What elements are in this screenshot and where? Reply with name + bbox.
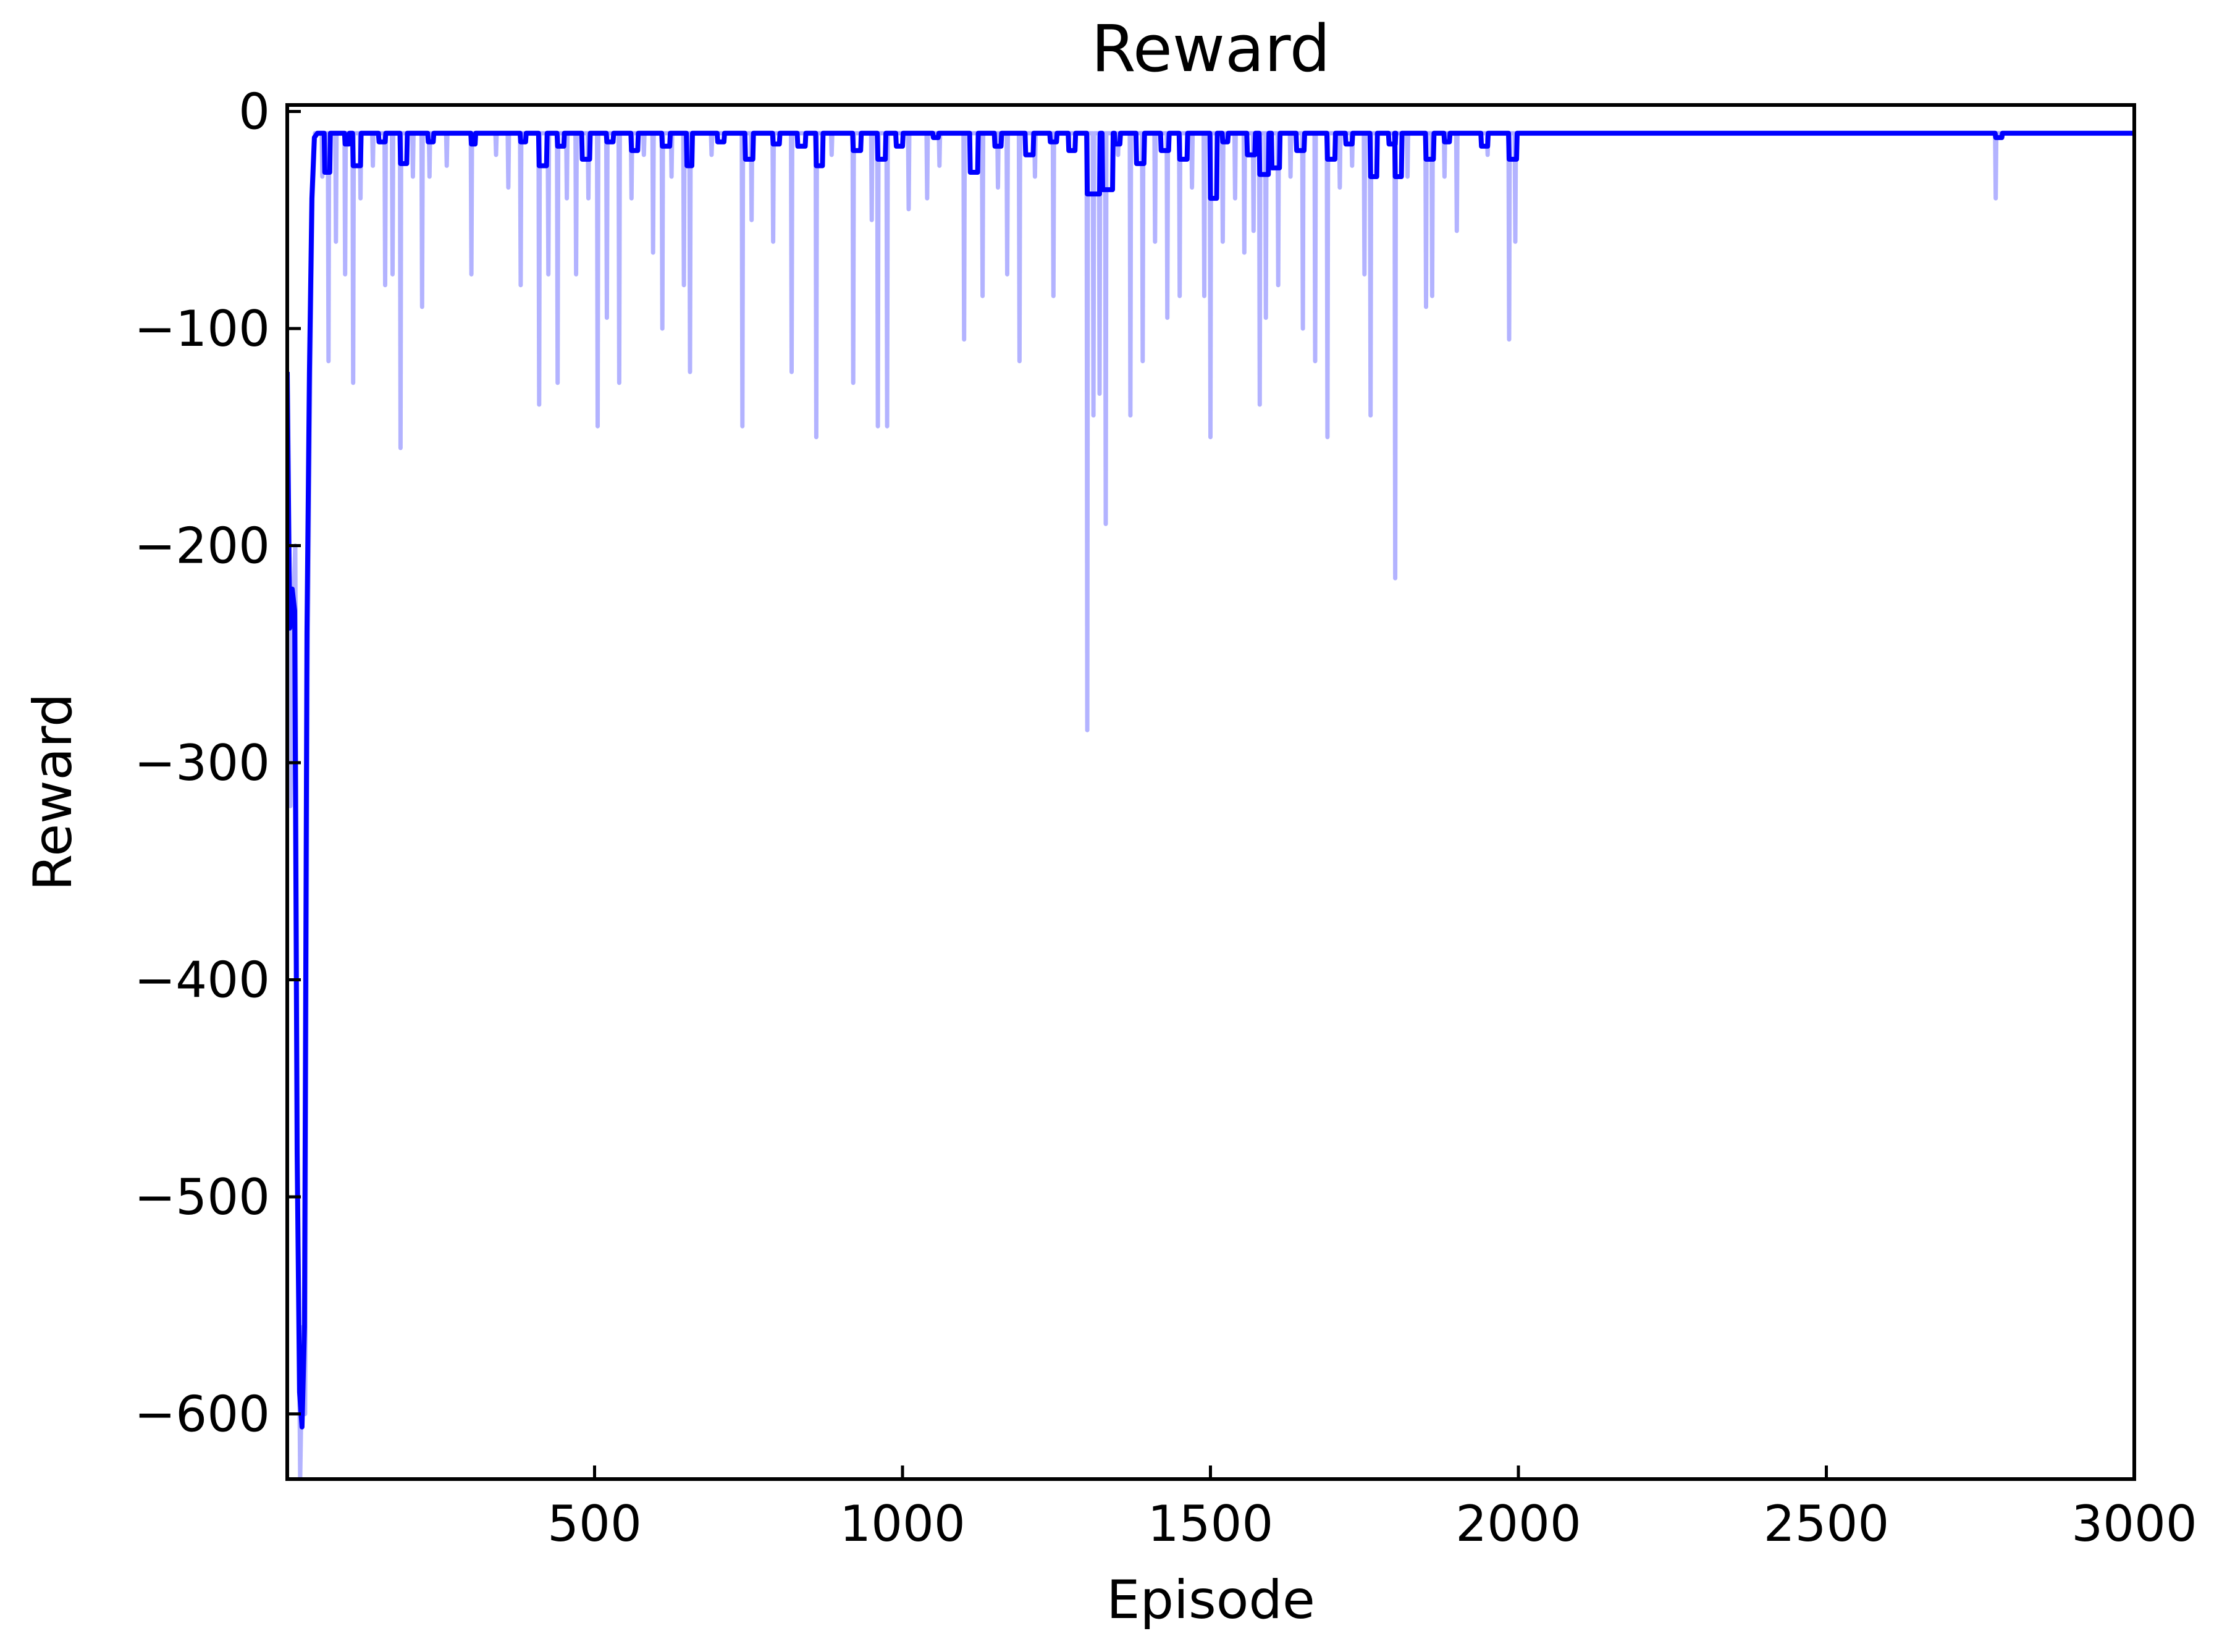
x-axis: 500 1000 1500 2000 2500 3000 — [547, 1465, 2197, 1553]
y-tick-label: 0 — [238, 83, 270, 141]
y-axis-title: Reward — [22, 693, 84, 891]
y-tick-label: −600 — [134, 1386, 270, 1443]
y-tick-label: −200 — [134, 518, 270, 575]
x-tick-label: 2500 — [1764, 1495, 1890, 1553]
plot-area — [285, 103, 2136, 1481]
x-tick-label: 2000 — [1455, 1495, 1581, 1553]
x-axis-title: Episode — [1106, 1569, 1315, 1631]
x-tick-label: 3000 — [2071, 1495, 2197, 1553]
chart-title: Reward — [1091, 11, 1330, 86]
y-tick-label: −300 — [134, 734, 270, 792]
y-tick-label: −400 — [134, 952, 270, 1009]
y-tick-label: −500 — [134, 1168, 270, 1226]
series-line-smoothed — [287, 130, 2134, 1430]
x-tick-label: 1000 — [840, 1495, 966, 1553]
x-tick-label: 500 — [547, 1495, 642, 1553]
x-tick-label: 1500 — [1148, 1495, 1274, 1553]
series-line-raw — [287, 131, 2134, 1479]
y-axis: 0 −100 −200 −300 −400 −500 −600 — [134, 83, 301, 1443]
y-tick-label: −100 — [134, 300, 270, 358]
